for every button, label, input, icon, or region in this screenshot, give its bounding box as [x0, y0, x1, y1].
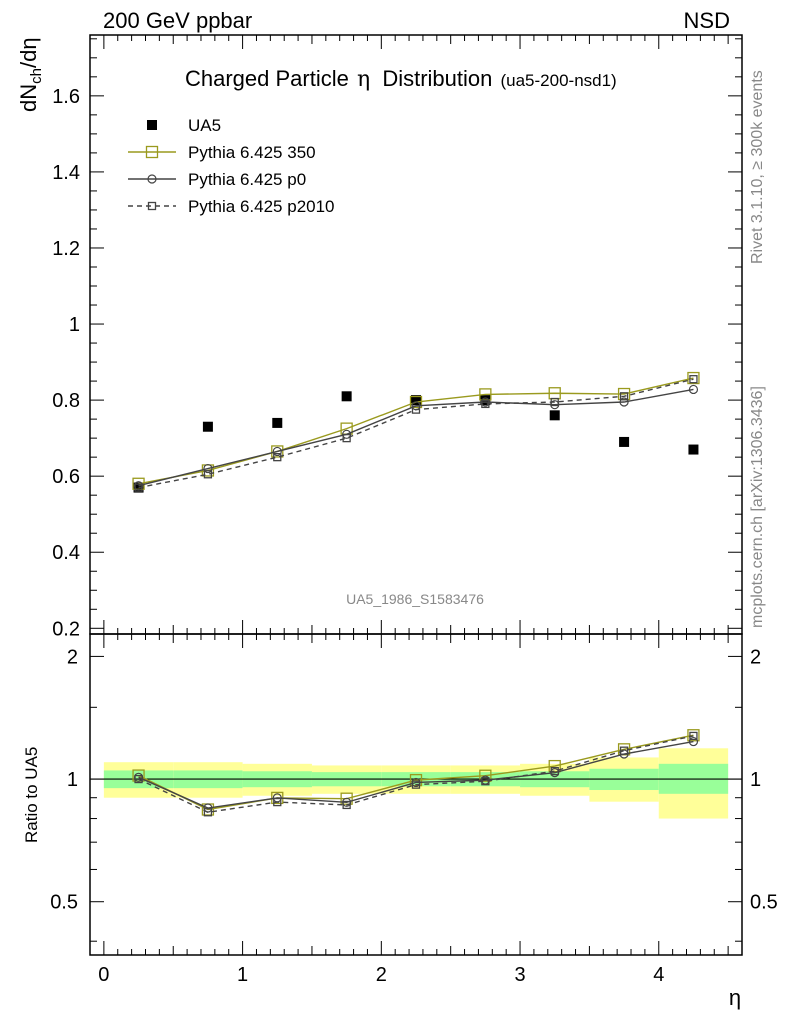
main-ylabel-sub: ch: [28, 68, 45, 84]
data-point-pythia-6-425-p2010: [481, 399, 490, 409]
ratio-point-pythia-6-425-p2010: [411, 780, 421, 789]
main-ylabel-tail: /dη: [16, 37, 41, 68]
data-point-pythia-6-425-p2010: [619, 392, 629, 401]
data-point-pythia-6-425-p2010: [411, 405, 421, 414]
data-point-pythia-6-425-p2010: [273, 453, 282, 462]
ratio-frame: [89, 633, 743, 956]
ratio-point-pythia-6-425-p2010: [273, 797, 282, 807]
data-point-pythia-6-425-350: [409, 395, 423, 409]
ratio-panel-series: [132, 729, 700, 817]
rivet-label: Rivet 3.1.10, ≥ 300k events: [749, 70, 766, 264]
main-y-tick-label: 1.2: [52, 238, 80, 260]
chart-title: Charged Particle η Distribution (ua5-200…: [185, 66, 617, 92]
ratio-point-pythia-6-425-350: [479, 769, 492, 782]
data-point-ua5: [341, 391, 352, 402]
x-tick-label: 1: [237, 964, 248, 986]
main-ylabel: dNch/dη: [16, 37, 45, 112]
legend-marker-pythia-6-425-p2010: [147, 201, 157, 211]
legend: UA5 Pythia 6.425 350 Pythia 6.425 p0 Pythia…: [128, 116, 335, 216]
data-point-ua5: [411, 395, 421, 406]
data-point-ua5: [272, 417, 283, 428]
chart-title-word: Distribution: [382, 66, 492, 91]
main-y-tick-label: 1.6: [52, 86, 80, 108]
x-axis-label: η: [729, 985, 741, 1010]
series-line-pythia-6-425-p2010: [138, 378, 694, 489]
main-y-tick-label: 0.8: [52, 390, 80, 412]
data-point-ua5: [202, 421, 213, 432]
ratio-point-pythia-6-425-p2010: [550, 766, 559, 776]
ratio-ylabel: Ratio to UA5: [22, 747, 41, 843]
data-point-ua5: [619, 436, 630, 447]
data-point-ua5: [549, 410, 560, 421]
x-tick-label: 3: [514, 964, 525, 986]
ratio-point-pythia-6-425-p2010: [689, 731, 698, 741]
chart-title-main: Charged Particle: [185, 66, 349, 91]
data-point-pythia-6-425-p2010: [689, 375, 698, 384]
data-point-pythia-6-425-p2010: [342, 433, 351, 443]
mcplots-label: mcplots.cern.ch [arXiv:1306.3436]: [749, 386, 766, 628]
data-point-pythia-6-425-p0: [688, 384, 699, 395]
x-tick-label: 2: [376, 964, 387, 986]
main-y-tick-label: 0.6: [52, 466, 80, 488]
legend-label-pythia-6-425-350: Pythia 6.425 350: [188, 143, 316, 162]
legend-marker-pythia-6-425-p0: [147, 174, 157, 184]
data-point-pythia-6-425-p0: [203, 463, 213, 474]
ratio-line-pythia-6-425-p2010: [138, 735, 694, 813]
data-point-pythia-6-425-p2010: [134, 483, 143, 492]
legend-marker-pythia-6-425-350: [145, 145, 159, 159]
ratio-point-pythia-6-425-350: [548, 759, 561, 773]
legend-label-pythia-6-425-p2010: Pythia 6.425 p2010: [188, 197, 335, 216]
data-point-pythia-6-425-350: [271, 445, 284, 458]
ratio-line-pythia-6-425-p0: [138, 740, 694, 809]
ratio-point-pythia-6-425-350: [340, 792, 353, 805]
data-point-pythia-6-425-p0: [619, 397, 629, 407]
header-right: NSD: [684, 8, 730, 33]
data-point-pythia-6-425-p0: [272, 446, 282, 457]
legend-marker-ua5: [147, 120, 157, 130]
ratio-point-pythia-6-425-p2010: [342, 800, 351, 810]
chart-title-symbol: η: [357, 67, 370, 92]
main-y-tick-label: 1.4: [52, 162, 80, 184]
main-y-tick-label: 0.2: [52, 618, 80, 640]
chart-title-tag: (ua5-200-nsd1): [500, 71, 616, 90]
legend-label-ua5: UA5: [188, 116, 221, 135]
data-point-pythia-6-425-p2010: [203, 470, 213, 479]
ratio-point-pythia-6-425-p0: [688, 736, 699, 747]
ratio-y-tick-label-right: 1: [750, 769, 761, 791]
ratio-y-tick-label: 0.5: [50, 892, 78, 914]
ratio-point-pythia-6-425-350: [687, 729, 700, 742]
ratio-panel-bands: [90, 748, 742, 819]
ratio-point-pythia-6-425-p2010: [134, 774, 143, 784]
ratio-y-tick-label: 2: [67, 646, 78, 668]
x-tick-label: 4: [653, 964, 664, 986]
series-line-pythia-6-425-350: [138, 377, 694, 485]
ratio-point-pythia-6-425-p2010: [619, 746, 629, 755]
main-ylabel-main: dN: [16, 84, 41, 112]
data-point-pythia-6-425-350: [687, 371, 700, 385]
ratio-y-tick-label: 1: [67, 769, 78, 791]
analysis-watermark: UA5_1986_S1583476: [346, 591, 484, 607]
data-point-ua5: [688, 444, 699, 455]
ratio-point-pythia-6-425-p2010: [481, 777, 490, 786]
ratio-point-pythia-6-425-350: [409, 773, 423, 787]
header-left: 200 GeV ppbar: [103, 8, 252, 33]
ratio-point-pythia-6-425-p2010: [203, 808, 213, 817]
ratio-line-pythia-6-425-350: [138, 734, 694, 811]
ratio-panel-axes: 0.5 0.5 1 1 2 2 0 1 2 3 4: [50, 633, 778, 986]
legend-label-pythia-6-425-p0: Pythia 6.425 p0: [188, 170, 306, 189]
ratio-y-tick-label-right: 2: [750, 646, 761, 668]
ratio-y-tick-label-right: 0.5: [750, 892, 778, 914]
main-y-tick-label: 1: [69, 314, 80, 336]
x-tick-label: 0: [98, 964, 109, 986]
data-point-pythia-6-425-p2010: [550, 397, 559, 407]
main-panel-series: [132, 371, 700, 493]
main-y-tick-label: 0.4: [52, 542, 80, 564]
